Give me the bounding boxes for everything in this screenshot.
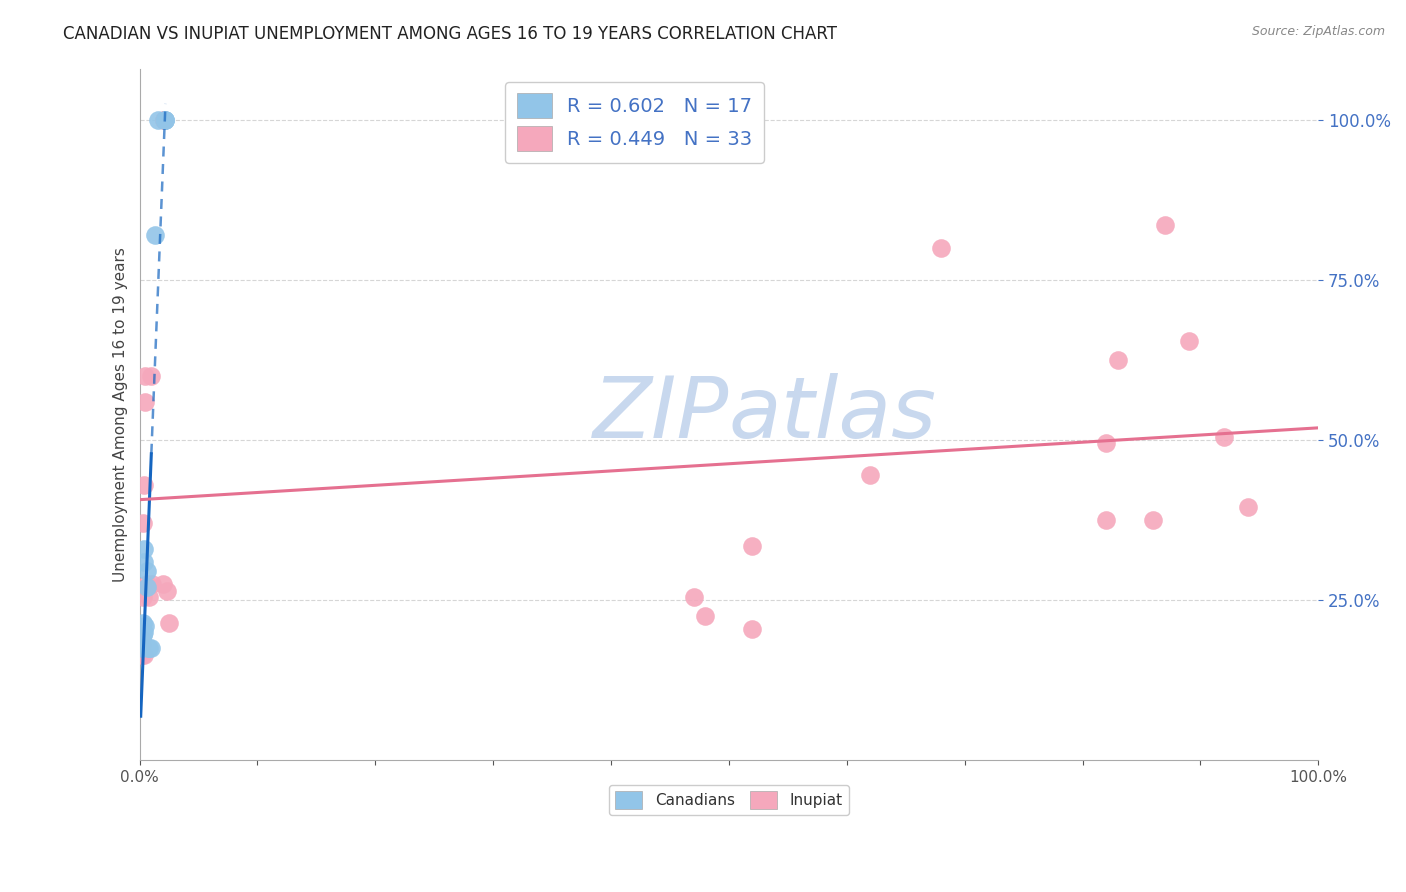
Point	[153, 112, 176, 127]
Point	[141, 369, 163, 384]
Legend: Canadians, Inupiat: Canadians, Inupiat	[609, 785, 849, 815]
Point	[138, 641, 160, 656]
Point	[156, 583, 179, 598]
Point	[1142, 513, 1164, 527]
Point	[136, 641, 159, 656]
Text: atlas: atlas	[728, 373, 936, 456]
Point	[148, 112, 170, 127]
Point	[152, 577, 174, 591]
Text: CANADIAN VS INUPIAT UNEMPLOYMENT AMONG AGES 16 TO 19 YEARS CORRELATION CHART: CANADIAN VS INUPIAT UNEMPLOYMENT AMONG A…	[63, 25, 837, 43]
Point	[695, 609, 717, 624]
Point	[741, 539, 763, 553]
Text: ZIP: ZIP	[593, 373, 728, 456]
Point	[134, 541, 156, 556]
Point	[1236, 500, 1258, 515]
Point	[859, 468, 882, 483]
Point	[143, 228, 166, 243]
Point	[135, 581, 157, 595]
Point	[141, 641, 163, 656]
Point	[929, 241, 952, 255]
Point	[153, 112, 176, 127]
Point	[132, 590, 155, 604]
Point	[1154, 219, 1177, 233]
Point	[135, 577, 157, 591]
Point	[132, 516, 155, 531]
Point	[131, 641, 153, 656]
Point	[741, 622, 763, 636]
Point	[1177, 334, 1199, 348]
Point	[131, 632, 153, 646]
Point	[141, 577, 163, 591]
Point	[135, 565, 157, 579]
Point	[138, 590, 160, 604]
Y-axis label: Unemployment Among Ages 16 to 19 years: Unemployment Among Ages 16 to 19 years	[114, 247, 128, 582]
Point	[134, 625, 156, 640]
Point	[132, 628, 155, 642]
Point	[157, 615, 180, 630]
Point	[134, 619, 156, 633]
Point	[131, 638, 153, 652]
Point	[1095, 513, 1118, 527]
Point	[134, 394, 156, 409]
Point	[134, 369, 156, 384]
Point	[155, 112, 177, 127]
Point	[1107, 353, 1129, 368]
Point	[1095, 436, 1118, 450]
Point	[134, 648, 156, 662]
Point	[155, 112, 177, 127]
Point	[131, 648, 153, 662]
Point	[153, 112, 176, 127]
Text: Source: ZipAtlas.com: Source: ZipAtlas.com	[1251, 25, 1385, 38]
Point	[682, 590, 704, 604]
Point	[134, 478, 156, 492]
Point	[1213, 430, 1236, 444]
Point	[132, 615, 155, 630]
Point	[134, 555, 156, 569]
Point	[155, 112, 177, 127]
